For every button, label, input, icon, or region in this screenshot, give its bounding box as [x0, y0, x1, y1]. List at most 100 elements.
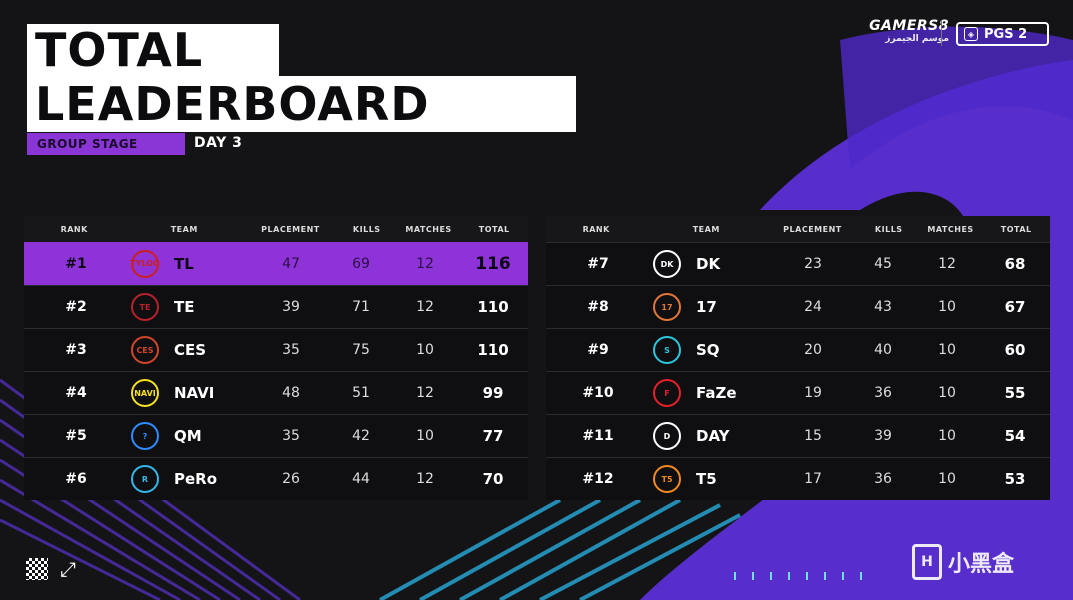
team-logo-icon: TYLOO: [130, 249, 160, 278]
placement-cell: 15: [804, 428, 822, 444]
checker-flag-icon: [26, 558, 48, 580]
total-cell: 77: [482, 427, 504, 445]
table-row: #2 TE TE 39 71 12 110: [24, 285, 528, 328]
kills-cell: 44: [352, 471, 370, 487]
team-logo-icon: NAVI: [131, 379, 159, 407]
fullscreen-icon[interactable]: ⤢: [60, 557, 76, 581]
table-row: #12 T5 T5 17 36 10 53: [546, 457, 1050, 500]
brand-logo: GAMERS8 موسم الجيمرز: [869, 18, 949, 44]
table-header: RANK TEAM PLACEMENT KILLS MATCHES TOTAL: [24, 216, 528, 242]
table-row: #10 F FaZe 19 36 10 55: [546, 371, 1050, 414]
kills-cell: 71: [352, 299, 370, 315]
table-body: #1 TYLOO TL 47 69 12 116 #2 TE TE 39 71 12 110 #3 CES CE…: [24, 242, 528, 500]
team-logo-icon: R: [131, 465, 159, 493]
table-row: #4 NAVI NAVI 48 51 12 99: [24, 371, 528, 414]
col-matches: MATCHES: [927, 224, 974, 234]
team-logo-icon: 17: [653, 293, 681, 321]
team-logo-icon: ?: [131, 422, 159, 450]
matches-cell: 12: [416, 299, 434, 315]
matches-cell: 10: [416, 342, 434, 358]
xiaoheihe-logo-icon: H: [912, 544, 942, 580]
event-badge: ◈ PGS 2: [956, 22, 1049, 46]
team-cell: SQ: [696, 341, 720, 359]
kills-cell: 69: [352, 255, 370, 272]
team-logo-icon: S: [653, 336, 681, 364]
table-row: #11 D DAY 15 39 10 54: [546, 414, 1050, 457]
team-logo: F: [650, 379, 684, 407]
kills-cell: 42: [352, 428, 370, 444]
col-matches: MATCHES: [405, 224, 452, 234]
team-cell: TL: [174, 254, 194, 273]
matches-cell: 10: [938, 471, 956, 487]
team-cell: NAVI: [174, 384, 215, 402]
placement-cell: 26: [282, 471, 300, 487]
team-logo-icon: D: [653, 422, 681, 450]
matches-cell: 10: [938, 342, 956, 358]
kills-cell: 40: [874, 342, 892, 358]
total-cell: 60: [1004, 341, 1026, 359]
table-row: #7 DK DK 23 45 12 68: [546, 242, 1050, 285]
rank-cell: #3: [65, 342, 87, 358]
kills-cell: 39: [874, 428, 892, 444]
team-cell: 17: [696, 298, 717, 316]
kills-cell: 36: [874, 385, 892, 401]
team-cell: TE: [174, 298, 195, 316]
rank-cell: #1: [65, 255, 87, 272]
matches-cell: 10: [938, 428, 956, 444]
rank-cell: #7: [587, 256, 609, 272]
table-row: #9 S SQ 20 40 10 60: [546, 328, 1050, 371]
table-row: #5? QM 35 42 10 77: [24, 414, 528, 457]
team-cell: QM: [174, 427, 202, 445]
team-cell: T5: [696, 470, 717, 488]
placement-cell: 35: [282, 428, 300, 444]
total-cell: 110: [477, 341, 509, 359]
team-logo: TYLOO: [128, 249, 162, 278]
placement-cell: 39: [282, 299, 300, 315]
rank-cell: #2: [65, 299, 87, 315]
team-logo-icon: DK: [653, 250, 681, 278]
team-logo: ?: [128, 422, 162, 450]
col-team: TEAM: [692, 224, 720, 234]
team-logo: CES: [128, 336, 162, 364]
matches-cell: 12: [416, 471, 434, 487]
matches-cell: 10: [416, 428, 434, 444]
rank-cell: #4: [65, 385, 87, 401]
total-cell: 53: [1004, 470, 1026, 488]
stage-tag: GROUP STAGE: [27, 133, 185, 155]
placement-cell: 48: [282, 385, 300, 401]
team-logo: TE: [128, 293, 162, 321]
team-cell: DAY: [696, 427, 730, 445]
brand-divider: [941, 20, 942, 46]
bottom-controls: ⤢: [26, 557, 76, 581]
placement-cell: 47: [282, 255, 300, 272]
team-cell: FaZe: [696, 384, 737, 402]
team-logo: 17: [650, 293, 684, 321]
tick-decoration: [734, 572, 862, 580]
rank-cell: #11: [582, 428, 614, 444]
team-logo: NAVI: [128, 379, 162, 407]
team-logo: DK: [650, 250, 684, 278]
brand-sub: موسم الجيمرز: [885, 34, 949, 44]
matches-cell: 12: [938, 256, 956, 272]
rank-cell: #9: [587, 342, 609, 358]
total-cell: 70: [482, 470, 504, 488]
total-cell: 55: [1004, 384, 1026, 402]
table-row: #6 R PeRo 26 44 12 70: [24, 457, 528, 500]
placement-cell: 35: [282, 342, 300, 358]
total-cell: 99: [482, 384, 504, 402]
placement-cell: 23: [804, 256, 822, 272]
kills-cell: 75: [352, 342, 370, 358]
table-header: RANK TEAM PLACEMENT KILLS MATCHES TOTAL: [546, 216, 1050, 242]
title-line-2: LEADERBOARD: [27, 76, 576, 132]
matches-cell: 12: [416, 385, 434, 401]
col-placement: PLACEMENT: [261, 224, 320, 234]
team-cell: PeRo: [174, 470, 218, 488]
pgs-logo-icon: ◈: [964, 27, 978, 41]
rank-cell: #5: [65, 428, 87, 444]
kills-cell: 51: [352, 385, 370, 401]
rank-cell: #10: [582, 385, 614, 401]
col-kills: KILLS: [352, 224, 381, 234]
team-logo: S: [650, 336, 684, 364]
placement-cell: 20: [804, 342, 822, 358]
table-row: #1 TYLOO TL 47 69 12 116: [24, 242, 528, 285]
